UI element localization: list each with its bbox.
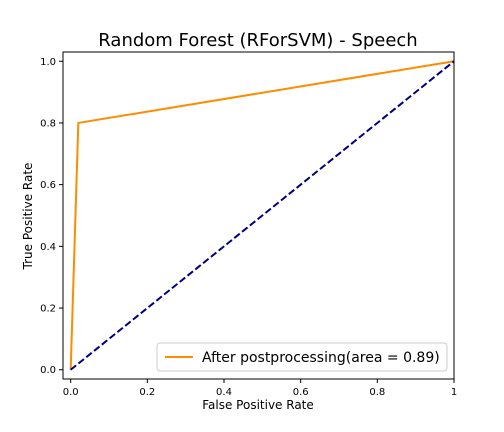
x-tick-label: 0.0 (63, 387, 79, 398)
diagonal-reference-line (70, 60, 455, 371)
plot-frame (62, 51, 455, 380)
x-axis-label: False Positive Rate (202, 398, 314, 412)
plot-area (69, 60, 455, 371)
x-tick-label: 0.2 (139, 387, 155, 398)
legend-label: After postprocessing(area = 0.89) (202, 350, 440, 366)
axes: 0.0 0.2 0.4 0.6 0.8 1 0.0 0.2 0.4 0.6 0.8 1.0 (40, 51, 457, 398)
y-tick-label: 0.0 (40, 365, 56, 376)
y-tick-label: 0.4 (40, 242, 56, 253)
x-tick-label: 0.4 (216, 387, 232, 398)
y-tick-label: 0.8 (40, 118, 56, 129)
roc-curve-line (69, 60, 455, 370)
y-tick-label: 0.6 (40, 180, 56, 191)
x-tick-label: 0.6 (293, 387, 309, 398)
y-axis-label: True Positive Rate (21, 163, 35, 271)
legend: After postprocessing(area = 0.89) (156, 342, 448, 372)
x-tick-label: 1 (451, 387, 457, 398)
y-tick-label: 1.0 (40, 57, 56, 68)
chart-title: Random Forest (RForSVM) - Speech (98, 30, 417, 51)
x-tick-label: 0.8 (369, 387, 385, 398)
legend-box (156, 342, 448, 372)
y-tick-label: 0.2 (40, 304, 56, 315)
